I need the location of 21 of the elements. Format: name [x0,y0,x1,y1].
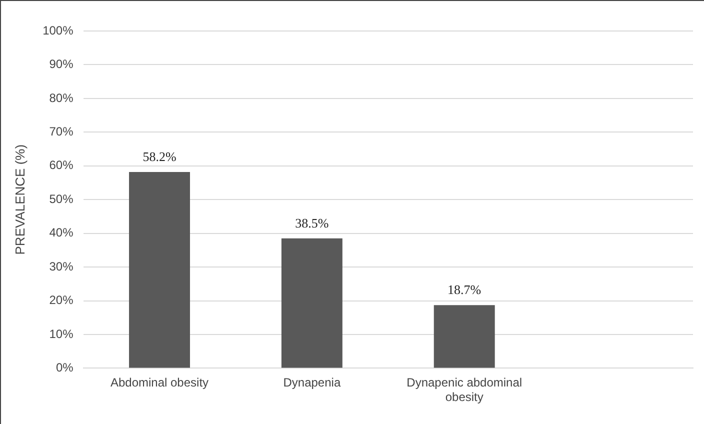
y-tick-label: 20% [49,293,74,308]
y-tick-label: 30% [49,259,74,274]
y-tick-label: 90% [49,57,74,72]
data-label: 18.7% [448,282,482,298]
data-label: 58.2% [142,148,176,164]
bar [129,172,190,368]
x-tick-label: Dynapenic abdominal obesity [406,376,522,404]
y-tick-label: 50% [49,192,74,206]
x-tick-label: Abdominal obesity [110,376,209,390]
y-tick-label: 10% [49,326,74,341]
bar [281,238,342,368]
y-tick-label: 40% [49,226,74,240]
y-tick-label: 60% [49,158,74,172]
x-tick-label: Dynapenia [283,376,341,390]
data-label: 38.5% [295,215,329,230]
y-tick-label: 0% [56,360,74,375]
y-tick-label: 100% [42,23,74,38]
y-axis-title: PREVALENCE (%) [12,144,28,255]
bar [434,305,495,368]
y-tick-label: 70% [49,124,74,138]
y-tick-label: 80% [49,90,74,105]
